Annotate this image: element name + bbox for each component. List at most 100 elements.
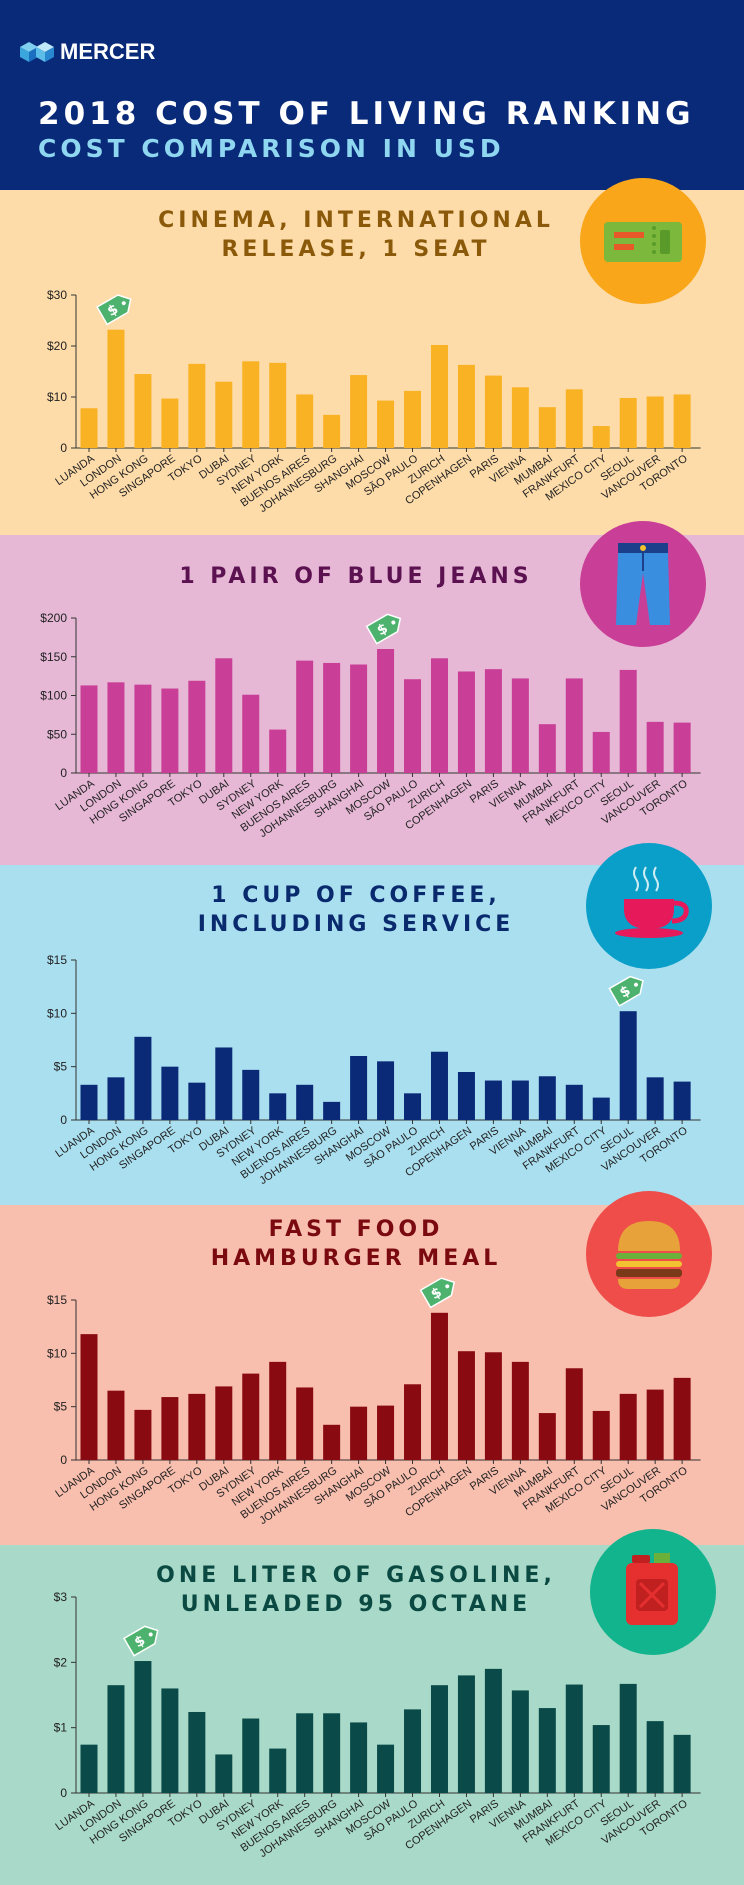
bar [350,1056,368,1120]
section-title: 1 CUP OF COFFEE, INCLUDING SERVICE [0,881,712,939]
section-hamburger: FAST FOOD HAMBURGER MEAL 0 $5 $10 $15 LUANDA… [0,1191,744,1545]
y-tick-label: $1 [54,1721,68,1735]
section-title-line: UNLEADED 95 OCTANE [180,1592,532,1617]
bar [296,394,314,448]
bar [673,1734,691,1793]
bar [592,1097,610,1120]
y-tick-label: $15 [47,953,67,967]
bar [565,389,583,448]
y-tick-label: 0 [60,1786,67,1800]
y-tick-label: $30 [47,288,67,302]
bar [511,387,529,448]
bar [565,678,583,773]
bar [511,1690,529,1793]
bar [269,729,287,773]
bar [404,679,422,773]
bar [269,362,287,448]
y-tick-label: 0 [60,1453,67,1467]
bar [565,1084,583,1120]
bar [269,1093,287,1120]
bar [107,1685,125,1793]
bar [404,1093,422,1120]
y-tick-label: $10 [47,1346,67,1360]
section-jeans: 1 PAIR OF BLUE JEANS 0 $50 $100 $150 $200 LUA… [0,521,744,865]
bar [511,678,529,773]
bar [350,664,368,773]
section-title-line: 1 PAIR OF BLUE JEANS [179,564,533,589]
bar [215,1754,233,1793]
bar [430,344,448,448]
y-tick-label: 0 [60,766,67,780]
bar [188,1393,206,1460]
y-tick-label: 0 [60,441,67,455]
bar [592,1725,610,1793]
bar [161,1397,179,1460]
bar [215,658,233,773]
bar [323,414,341,448]
section-cinema: CINEMA, INTERNATIONAL RELEASE, 1 SEAT 0 $… [0,178,744,535]
bar [511,1080,529,1120]
bar [377,400,395,448]
bar [484,1352,502,1460]
bar [242,1373,260,1460]
bar [188,1711,206,1793]
bar [80,408,98,448]
bar [188,1082,206,1120]
bar [538,407,556,448]
bar [242,1069,260,1120]
bar [646,1077,664,1120]
bar [538,1413,556,1460]
bar [107,1390,125,1460]
bar [646,396,664,448]
bar [646,1721,664,1793]
bar [323,662,341,773]
bar [646,1389,664,1460]
bar [269,1748,287,1793]
bar [107,682,125,773]
bar [538,1076,556,1120]
header-banner: MERCER 2018 COST OF LIVING RANKING COST … [0,0,744,190]
bar [323,1713,341,1793]
bar [242,1718,260,1793]
section-title-line: HAMBURGER MEAL [210,1246,502,1271]
price-tag-icon: $ [365,613,402,645]
bar [134,374,152,448]
bar [673,722,691,773]
bar [511,1361,529,1460]
brand-logo: MERCER [20,39,155,64]
gas-can-icon [590,1529,716,1655]
bar [538,1708,556,1793]
bar [215,1386,233,1460]
jeans-icon [580,521,706,647]
section-title: 1 PAIR OF BLUE JEANS [0,562,712,591]
bar [161,688,179,773]
bar [80,1084,98,1120]
bar [80,1744,98,1793]
section-title-line: ONE LITER OF GASOLINE, [156,1563,556,1588]
page-subtitle: COST COMPARISON IN USD [38,134,505,163]
bar [404,390,422,448]
mercer-logo-icon [20,42,54,62]
bar [538,724,556,773]
bar [188,363,206,448]
bar [323,1424,341,1460]
bar [646,721,664,773]
bar [619,398,637,448]
section-title-line: 1 CUP OF COFFEE, [211,883,501,908]
bar [484,669,502,773]
y-tick-label: $100 [40,689,67,703]
bar [242,361,260,448]
bar [296,1713,314,1793]
bar [404,1709,422,1793]
y-tick-label: $20 [47,339,67,353]
bar [296,1084,314,1120]
bar [242,694,260,773]
y-tick-label: $2 [54,1655,68,1669]
bar [350,1722,368,1793]
ticket-icon [580,178,706,304]
